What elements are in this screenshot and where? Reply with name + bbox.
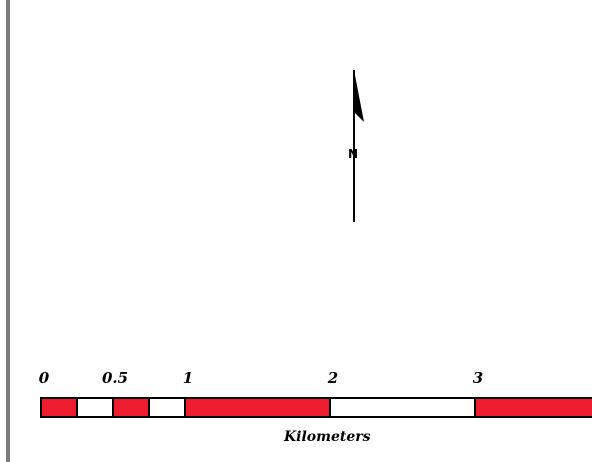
scale-segment-3: [112, 397, 150, 418]
scale-bar-labels: 0 0.5 1 2 3: [0, 368, 592, 390]
scale-units-label: Kilometers: [284, 429, 371, 445]
scale-segment-7: [474, 397, 592, 418]
scale-tick-label-1: 1: [182, 369, 194, 387]
scale-segment-2: [76, 397, 114, 418]
scale-tick-label-0: 0: [38, 369, 50, 387]
scale-tick-label-3: 3: [472, 369, 484, 387]
north-arrow-icon: [353, 70, 364, 222]
map-frame-border: [6, 0, 10, 462]
scale-bar: [40, 397, 592, 418]
scale-tick-label-0-5: 0.5: [101, 369, 129, 387]
north-arrow-head: [354, 70, 364, 122]
scale-segment-4: [148, 397, 186, 418]
scale-segment-1: [40, 397, 78, 418]
scale-tick-label-2: 2: [327, 369, 339, 387]
north-label: N: [348, 147, 359, 161]
scale-segment-5: [184, 397, 331, 418]
scale-segment-6: [329, 397, 476, 418]
